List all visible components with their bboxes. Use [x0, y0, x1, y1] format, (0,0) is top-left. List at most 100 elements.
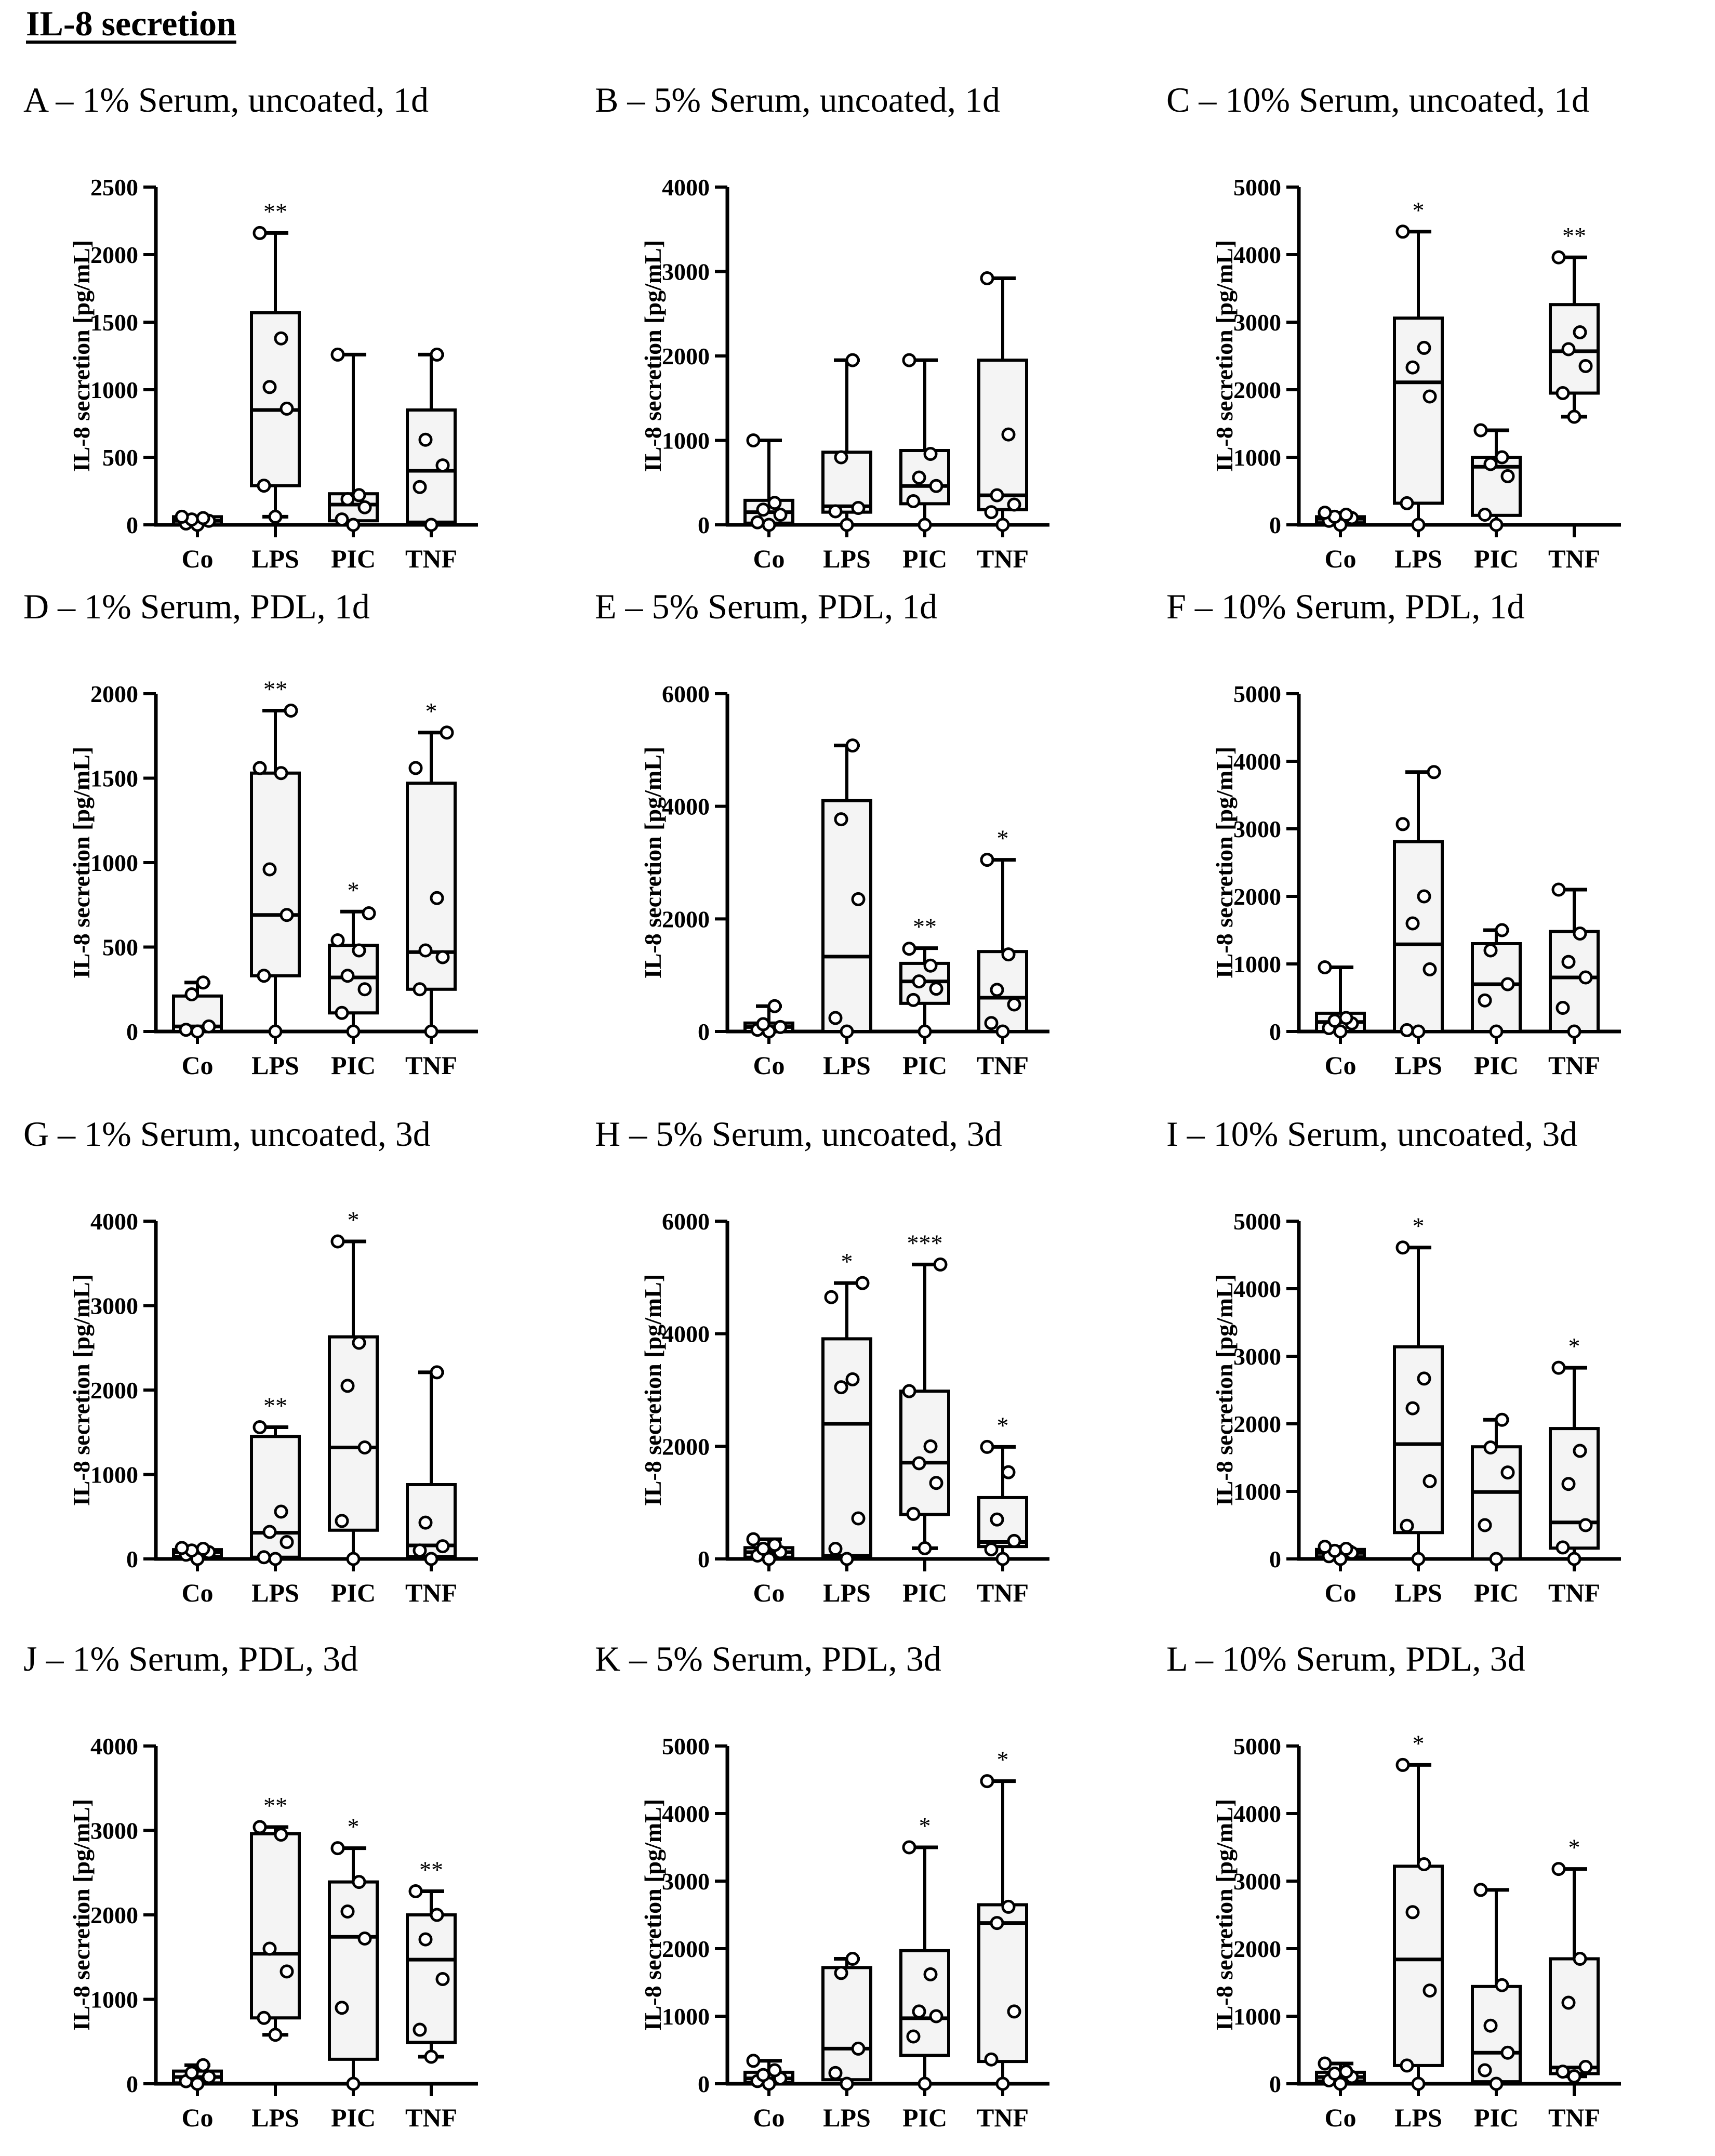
data-point	[828, 2066, 843, 2080]
data-point	[923, 447, 938, 461]
data-point	[1318, 2056, 1332, 2071]
y-tick-label: 5000	[1233, 1208, 1281, 1235]
data-point	[923, 1967, 938, 1981]
data-point	[1483, 2018, 1498, 2033]
data-point	[257, 1550, 271, 1565]
data-point	[357, 500, 372, 514]
data-point	[1400, 496, 1414, 510]
x-tick-label: PIC	[902, 1051, 947, 1080]
significance-marker: **	[913, 914, 937, 940]
data-point	[1556, 386, 1570, 400]
data-point	[184, 987, 199, 1001]
x-tick-label: Co	[1324, 1578, 1356, 1607]
data-point	[1411, 518, 1426, 532]
data-point	[918, 2076, 932, 2091]
box-group-pic: *	[899, 1813, 950, 2091]
data-point	[1473, 423, 1488, 438]
data-point	[990, 1916, 1004, 1930]
data-point	[1495, 450, 1509, 465]
data-point	[756, 2068, 770, 2082]
data-point	[340, 1379, 355, 1393]
data-point	[346, 1552, 361, 1566]
data-point	[274, 766, 288, 781]
box-group-tnf	[977, 271, 1028, 532]
data-point	[773, 508, 788, 522]
data-point	[834, 1380, 848, 1395]
box-group-co	[1315, 506, 1366, 532]
x-tick-label: TNF	[977, 2103, 1029, 2132]
data-point	[352, 488, 366, 502]
chart-panel-d: D – 1% Serum, PDL, 1d IL-8 secretion [pg/…	[23, 587, 478, 1080]
panel-title: K – 5% Serum, PDL, 3d	[595, 1639, 941, 1678]
data-point	[902, 1384, 916, 1398]
data-point	[906, 993, 921, 1007]
y-tick-label: 2000	[1233, 1411, 1281, 1437]
data-point	[1395, 817, 1410, 831]
significance-marker: *	[997, 1747, 1009, 1773]
x-tick-label: Co	[1324, 544, 1356, 573]
y-tick-label: 2000	[662, 343, 710, 369]
data-point	[1500, 977, 1515, 991]
y-tick-label: 4000	[90, 1208, 138, 1235]
y-tick-label: 3000	[662, 259, 710, 285]
y-tick-label: 4000	[662, 1801, 710, 1827]
data-point	[1007, 1533, 1021, 1548]
data-point	[196, 511, 210, 525]
y-tick-label: 2000	[90, 1377, 138, 1404]
data-point	[1556, 1001, 1570, 1015]
x-tick-label: Co	[181, 2103, 213, 2132]
data-point	[828, 1542, 843, 1556]
data-point	[352, 1875, 366, 1889]
data-point	[1400, 1518, 1414, 1533]
x-tick-label: Co	[181, 544, 213, 573]
data-point	[424, 1024, 438, 1039]
data-point	[1478, 508, 1492, 522]
data-point	[1007, 997, 1021, 1012]
box-group-co	[172, 509, 223, 532]
x-tick-label: LPS	[1394, 544, 1442, 573]
x-tick-label: TNF	[405, 2103, 457, 2132]
y-tick-label: 1500	[90, 309, 138, 336]
y-tick-label: 3000	[662, 1868, 710, 1895]
data-point	[1405, 1401, 1420, 1416]
data-point	[746, 1532, 761, 1546]
panel-title: C – 10% Serum, uncoated, 1d	[1166, 80, 1589, 120]
data-point	[1427, 765, 1441, 779]
significance-marker: **	[263, 1792, 287, 1819]
data-point	[430, 891, 444, 905]
x-tick-label: PIC	[1474, 1051, 1519, 1080]
data-point	[1556, 1540, 1570, 1555]
y-tick-label: 500	[102, 934, 138, 961]
box-group-co	[1315, 1540, 1366, 1566]
data-point	[1327, 2067, 1342, 2081]
data-point	[1495, 1978, 1509, 1992]
x-tick-label: Co	[1324, 1051, 1356, 1080]
data-point	[918, 518, 932, 532]
y-axis-label: IL-8 secretion [pg/mL]	[1211, 1799, 1238, 2031]
chart-panel-h: H – 5% Serum, uncoated, 3d IL-8 secretion…	[595, 1114, 1049, 1607]
data-point	[1417, 340, 1431, 355]
panel-title: B – 5% Serum, uncoated, 1d	[595, 80, 1000, 120]
data-point	[1551, 250, 1566, 264]
y-tick-label: 2000	[90, 1902, 138, 1928]
box-group-lps: **	[250, 676, 301, 1039]
chart-panel-i: I – 10% Serum, uncoated, 3d IL-8 secretio…	[1166, 1114, 1621, 1607]
x-tick-label: PIC	[1474, 1578, 1519, 1607]
y-tick-label: 0	[698, 1546, 710, 1572]
panel-title: A – 1% Serum, uncoated, 1d	[23, 80, 429, 120]
chart-panel-g: G – 1% Serum, uncoated, 3d IL-8 secretion…	[23, 1114, 478, 1607]
data-point	[1556, 2065, 1570, 2079]
data-point	[257, 969, 271, 983]
data-point	[1551, 1360, 1566, 1375]
data-point	[1561, 955, 1576, 969]
data-point	[1395, 1757, 1410, 1772]
data-point	[252, 1820, 267, 1834]
box-iqr	[1549, 1427, 1600, 1550]
box-group-co	[743, 2054, 794, 2091]
data-point	[175, 1541, 189, 1555]
y-axis-label: IL-8 secretion [pg/mL]	[640, 1799, 666, 2031]
chart-panel-e: E – 5% Serum, PDL, 1d IL-8 secretion [pg/…	[595, 587, 1049, 1080]
data-point	[252, 761, 267, 775]
significance-marker: *	[426, 698, 437, 724]
data-point	[340, 492, 355, 507]
